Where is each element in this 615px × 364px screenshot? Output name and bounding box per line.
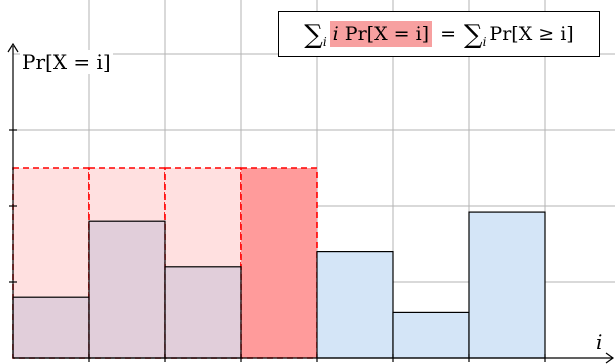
bar-7	[468, 211, 546, 359]
x-axis-arrow	[605, 352, 615, 364]
formula-equals: =	[440, 23, 457, 45]
y-axis-label: Pr[X = i]	[20, 50, 113, 74]
formula-lhs-term: Pr[X = i]	[344, 23, 430, 45]
sum-index-right: i	[482, 35, 487, 49]
formula-rhs-term: Pr[X ≥ i]	[489, 23, 574, 45]
tail-block-4	[240, 167, 318, 359]
sum-index-left: i	[322, 35, 327, 49]
formula-box: ∑ i i Pr[X = i] = ∑ i Pr[X ≥ i]	[278, 11, 600, 57]
bar-group	[12, 211, 546, 359]
axes	[7, 42, 615, 364]
x-axis-label: i	[596, 330, 603, 354]
bar-2	[88, 220, 166, 359]
formula-lhs-highlight: i Pr[X = i]	[329, 21, 433, 47]
tick-marks	[9, 129, 546, 362]
formula-lhs-factor: i	[332, 23, 339, 45]
sum-symbol-right: ∑	[464, 20, 483, 50]
bar-5	[316, 251, 394, 359]
bar-6	[392, 311, 470, 359]
bar-1	[12, 296, 90, 359]
sum-symbol-left: ∑	[304, 20, 323, 50]
bar-3	[164, 266, 242, 359]
y-axis-arrow	[7, 42, 19, 53]
